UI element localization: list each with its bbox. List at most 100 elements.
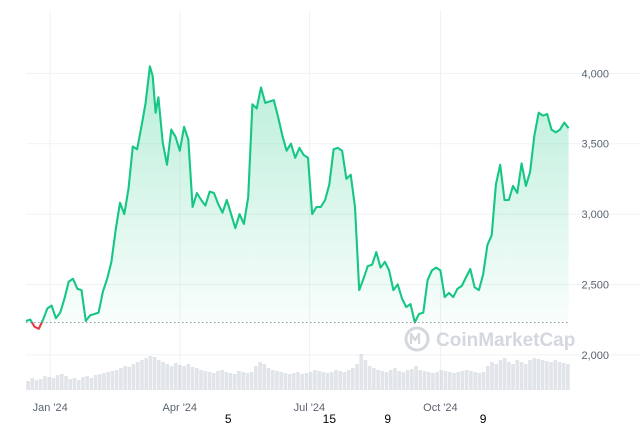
volume-bar: [494, 364, 499, 390]
volume-bar: [452, 373, 456, 390]
volume-bar: [245, 373, 250, 390]
y-axis: 2,000 2,500 3,000 3,500 4,000: [581, 68, 609, 361]
volume-bar: [97, 374, 102, 390]
volume-bar: [207, 372, 212, 390]
volume-bar: [359, 354, 364, 390]
volume-bar: [313, 370, 317, 390]
volume-bar: [211, 373, 216, 390]
volume-bar: [51, 378, 56, 390]
x-tick-label: Jul '24: [294, 402, 325, 414]
volume-bar: [414, 366, 418, 390]
volume-bar: [511, 364, 515, 390]
volume-bar: [114, 370, 119, 390]
volume-bar: [397, 371, 402, 390]
stray-label: 9: [384, 412, 391, 426]
volume-bar: [490, 362, 494, 390]
volume-bar: [384, 372, 389, 390]
volume-bar: [93, 375, 98, 390]
volume-bar: [300, 374, 305, 390]
volume-bar: [279, 372, 283, 390]
volume-bar: [64, 376, 68, 390]
volume-bar: [519, 362, 524, 390]
y-tick-label: 3,000: [581, 209, 609, 221]
volume-bar: [502, 358, 507, 390]
volume-bar: [304, 373, 309, 390]
volume-bar: [456, 372, 461, 390]
volume-bar: [237, 371, 241, 390]
y-tick-label: 4,000: [581, 68, 609, 80]
volume-bar: [119, 368, 123, 390]
volume-bar: [401, 372, 406, 390]
watermark-text: CoinMarketCap: [436, 330, 575, 351]
volume-bar: [203, 371, 208, 390]
volume-bar: [161, 362, 165, 390]
volume-bar: [380, 371, 385, 390]
volume-bars: [26, 354, 570, 390]
volume-bar: [127, 367, 132, 390]
volume-bar: [321, 372, 326, 390]
volume-bar: [283, 373, 288, 390]
volume-bar: [38, 379, 43, 390]
volume-bar: [262, 364, 267, 390]
volume-bar: [152, 357, 157, 390]
volume-bar: [232, 374, 237, 390]
volume-bar: [190, 367, 195, 390]
volume-bar: [89, 378, 94, 390]
volume-bar: [106, 372, 111, 390]
volume-bar: [355, 364, 359, 390]
volume-bar: [540, 360, 545, 390]
volume-bar: [30, 378, 35, 390]
volume-bar: [102, 373, 106, 390]
coinmarketcap-logo-icon: [404, 326, 430, 352]
volume-bar: [186, 364, 191, 390]
volume-bar: [426, 372, 431, 390]
volume-bar: [363, 360, 368, 390]
x-tick-label: Jan '24: [33, 402, 68, 414]
stray-label: 15: [323, 412, 337, 426]
volume-bar: [43, 376, 47, 390]
volume-bar: [405, 370, 410, 390]
volume-bar: [431, 373, 435, 390]
volume-bar: [135, 362, 140, 390]
volume-bar: [553, 360, 558, 390]
volume-bar: [477, 373, 482, 390]
y-tick-label: 3,500: [581, 139, 609, 151]
volume-bar: [528, 360, 532, 390]
volume-bar: [561, 363, 566, 390]
volume-bar: [507, 362, 511, 390]
volume-bar: [325, 373, 330, 390]
volume-bar: [549, 362, 553, 390]
volume-bar: [448, 372, 452, 390]
stray-labels: 5 15 9 9: [225, 412, 487, 426]
volume-bar: [157, 360, 161, 390]
volume-bar: [110, 371, 115, 390]
volume-bar: [367, 366, 372, 390]
stray-label: 9: [480, 412, 487, 426]
volume-bar: [410, 369, 414, 390]
volume-bar: [266, 368, 271, 390]
volume-bar: [443, 371, 448, 390]
volume-bar: [178, 365, 182, 390]
volume-bar: [329, 372, 334, 390]
price-line: [25, 65, 570, 323]
volume-bar: [346, 370, 351, 390]
volume-bar: [34, 380, 39, 390]
volume-bar: [435, 372, 439, 390]
volume-bar: [47, 377, 52, 390]
stray-label: 5: [225, 412, 232, 426]
volume-bar: [317, 371, 321, 390]
volume-bar: [485, 366, 490, 390]
x-tick-label: Oct '24: [423, 402, 458, 414]
volume-bar: [532, 358, 536, 390]
y-tick-label: 2,500: [581, 279, 609, 291]
volume-bar: [557, 362, 562, 390]
volume-bar: [60, 374, 64, 390]
volume-bar: [342, 372, 347, 390]
volume-bar: [216, 371, 220, 390]
volume-bar: [291, 373, 296, 390]
volume-bar: [194, 368, 199, 390]
volume-bar: [144, 358, 148, 390]
x-axis: Jan '24 Apr '24 Jul '24 Oct '24: [33, 402, 458, 414]
